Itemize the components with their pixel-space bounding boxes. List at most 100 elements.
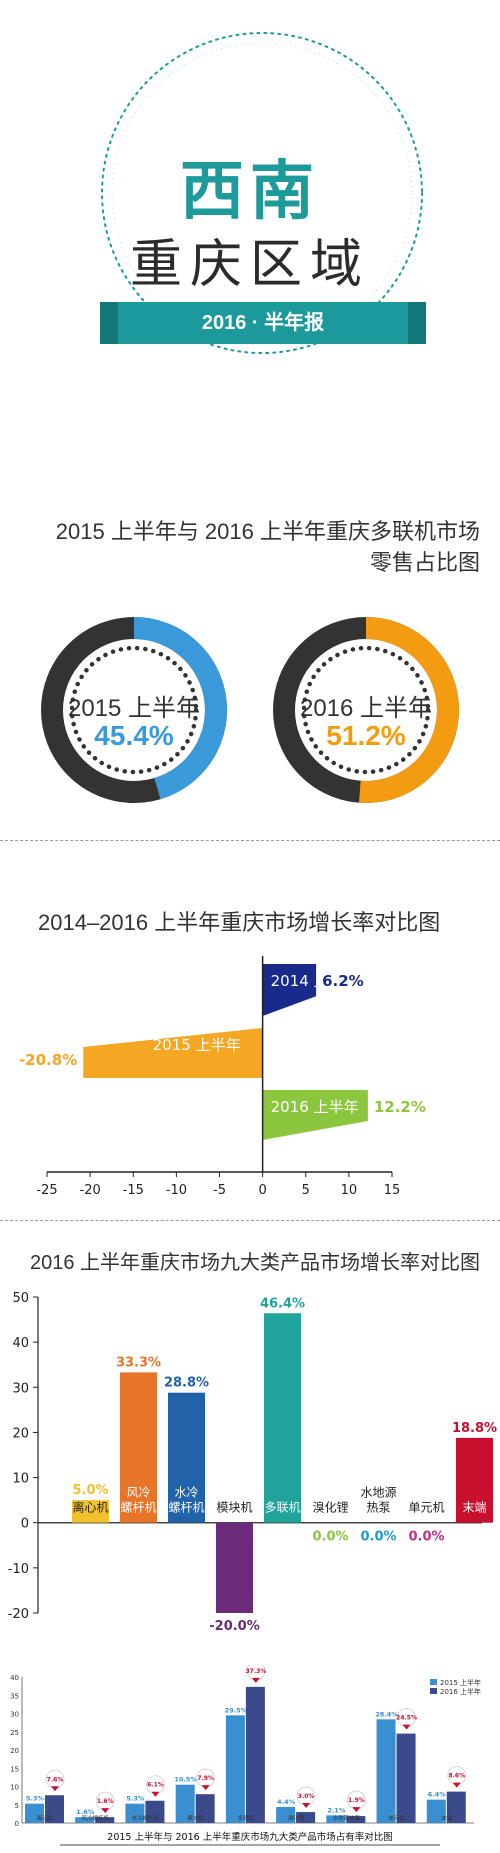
share-legend-label: 2016 上半年 bbox=[440, 1687, 481, 1696]
cat-value-0: 5.0% bbox=[72, 1483, 108, 1498]
share-category-label: 离心机 bbox=[37, 1814, 54, 1822]
growth-x-tick-label: -10 bbox=[166, 1183, 187, 1198]
chart1-title-line2: 零售占比图 bbox=[369, 550, 480, 575]
share-bar-0-2 bbox=[125, 1803, 145, 1823]
cat-label-6: 水地源 bbox=[360, 1486, 396, 1500]
share-category-label: 水冷螺杆机 bbox=[132, 1814, 160, 1822]
growth-x-tick-label: 5 bbox=[302, 1183, 310, 1198]
chart2-title: 2014–2016 上半年重庆市场增长率对比图 bbox=[38, 910, 441, 935]
area-title: 重庆区域 bbox=[129, 236, 370, 294]
cat-bar-0 bbox=[72, 1500, 109, 1523]
cat-y-tick-label: 20 bbox=[12, 1426, 29, 1441]
share-bar-0-3 bbox=[175, 1784, 195, 1823]
growth-x-tick-label: 0 bbox=[258, 1183, 266, 1198]
share-legend-swatch bbox=[430, 1679, 437, 1685]
share-bar-1-4 bbox=[245, 1686, 265, 1823]
growth-x-tick-label: 10 bbox=[341, 1183, 358, 1198]
growth-bar-2 bbox=[262, 1090, 368, 1140]
cat-bar-3 bbox=[216, 1522, 253, 1613]
section-divider-2 bbox=[0, 1220, 500, 1221]
growth-x-tick-label: -15 bbox=[123, 1183, 144, 1198]
cat-value-1: 33.3% bbox=[116, 1355, 161, 1370]
growth-bar-0 bbox=[262, 964, 317, 1016]
share-bubble-pointer bbox=[101, 1808, 110, 1814]
share-value-2016: 8.6% bbox=[448, 1773, 465, 1780]
share-bar-0-4 bbox=[225, 1715, 245, 1823]
cat-y-tick-label: -10 bbox=[8, 1562, 29, 1577]
chart3-title: 2016 上半年重庆市场九大类产品市场增长率对比图 bbox=[30, 1252, 481, 1274]
cat-y-tick-label: 10 bbox=[12, 1472, 29, 1487]
share-bubble-pointer bbox=[251, 1677, 260, 1683]
share-value-2016: 24.5% bbox=[396, 1715, 417, 1722]
share-value-2016: 1.9% bbox=[348, 1797, 365, 1804]
share-bubble-pointer bbox=[51, 1786, 59, 1792]
share-legend-swatch bbox=[430, 1688, 437, 1694]
share-value-2015: 28.4% bbox=[375, 1710, 398, 1718]
cat-value-4: 46.4% bbox=[260, 1296, 305, 1311]
share-bar-1-5 bbox=[296, 1812, 316, 1823]
share-category-label: 风冷螺杆机 bbox=[81, 1814, 109, 1822]
donut-2016 bbox=[273, 617, 459, 803]
cat-y-tick-label: -20 bbox=[8, 1607, 29, 1622]
region-title: 西南 bbox=[180, 155, 320, 227]
share-bar-1-8 bbox=[446, 1791, 466, 1823]
chart1-donuts bbox=[41, 617, 459, 803]
share-bar-1-7 bbox=[396, 1733, 416, 1823]
share-bar-0-7 bbox=[376, 1719, 396, 1823]
share-value-2015: 1.6% bbox=[76, 1808, 95, 1816]
cat-label-1: 风冷 bbox=[126, 1486, 150, 1500]
share-category-label: 多联机 bbox=[238, 1814, 255, 1822]
cat-value-2: 28.8% bbox=[164, 1376, 209, 1391]
share-y-tick-label: 0 bbox=[15, 1820, 19, 1828]
band-left-fold bbox=[100, 302, 118, 344]
share-bar-0-0 bbox=[25, 1803, 44, 1823]
share-bubble-pointer bbox=[352, 1807, 361, 1813]
cat-bar-2 bbox=[168, 1392, 205, 1523]
growth-bar-value-0: 6.2% bbox=[322, 972, 364, 990]
cat-bar-4 bbox=[264, 1313, 301, 1523]
cat-y-tick-label: 0 bbox=[21, 1517, 29, 1532]
chart3-category-growth: 50 40 30 20 10 0 -10 -20 离心机 5.0% 风冷螺杆机 33.3% 水冷螺杆机 2… bbox=[8, 1291, 497, 1634]
growth-x-tick-label: -20 bbox=[80, 1183, 101, 1198]
share-y-tick-label: 25 bbox=[10, 1729, 19, 1737]
growth-bar-value-1: -20.8% bbox=[19, 1051, 77, 1069]
share-value-2015: 29.5% bbox=[225, 1706, 248, 1714]
share-bubble-pointer bbox=[402, 1724, 411, 1730]
share-value-2015: 2.1% bbox=[327, 1806, 346, 1814]
chart1-title-line1: 2015 上半年与 2016 上半年重庆多联机市场 bbox=[55, 519, 480, 544]
band-right-fold bbox=[408, 302, 426, 344]
share-bar-0-5 bbox=[276, 1806, 296, 1823]
growth-x-tick-label: -25 bbox=[36, 1183, 57, 1198]
growth-x-tick-label: -5 bbox=[213, 1183, 226, 1198]
share-bar-1-6 bbox=[346, 1816, 366, 1823]
share-value-2016: 3.0% bbox=[298, 1793, 315, 1800]
share-value-2015: 6.4% bbox=[428, 1791, 447, 1799]
donut-dotted-ring bbox=[301, 645, 431, 775]
share-bar-1-2 bbox=[145, 1800, 165, 1823]
cat-value-5: 0.0% bbox=[312, 1530, 348, 1545]
cat-value-6: 0.0% bbox=[360, 1530, 396, 1545]
cat-bar-1 bbox=[120, 1372, 157, 1523]
share-y-tick-label: 20 bbox=[10, 1747, 19, 1755]
cat-label-3: 模块机 bbox=[216, 1501, 252, 1515]
donut-share-arc bbox=[359, 617, 459, 803]
share-bubble-pointer bbox=[452, 1782, 461, 1788]
share-category-label: 末端 bbox=[441, 1814, 453, 1822]
share-value-2015: 5.3% bbox=[26, 1795, 45, 1803]
donut-2016-value: 51.2% bbox=[326, 720, 406, 751]
donut-2015-value: 45.4% bbox=[94, 720, 174, 751]
share-bubble-pointer bbox=[201, 1785, 210, 1791]
share-value-2015: 10.5% bbox=[174, 1776, 197, 1784]
report-badge: 2016 · 半年报 bbox=[118, 302, 408, 344]
share-value-2016: 6.1% bbox=[147, 1782, 164, 1789]
share-value-2015: 4.4% bbox=[277, 1798, 296, 1806]
share-bar-0-8 bbox=[426, 1799, 446, 1823]
cat-y-tick-label: 30 bbox=[12, 1381, 29, 1396]
share-y-tick-label: 40 bbox=[10, 1674, 19, 1682]
cat-value-7: 0.0% bbox=[408, 1530, 444, 1545]
share-legend-label: 2015 上半年 bbox=[440, 1678, 481, 1687]
share-value-2016: 1.6% bbox=[97, 1798, 114, 1805]
cat-label-6: 热泵 bbox=[366, 1501, 390, 1515]
growth-bar-label-0: 2014 上半年 bbox=[271, 972, 359, 990]
